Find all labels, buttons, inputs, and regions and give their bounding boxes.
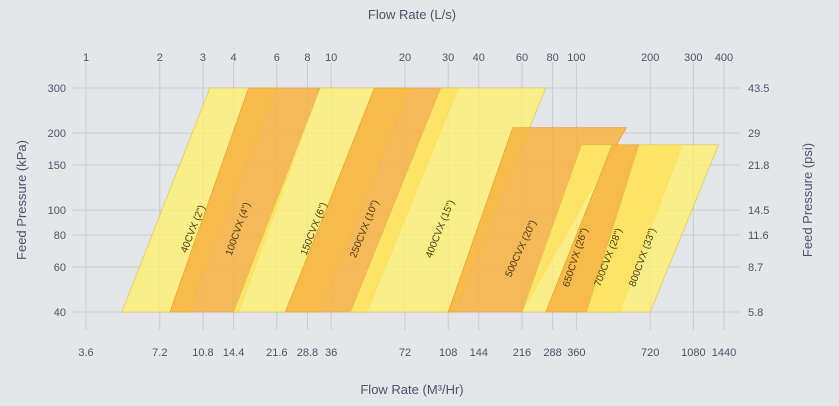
left-tick-5: 200 — [48, 128, 66, 140]
top-tick-10: 60 — [516, 52, 528, 64]
bottom-tick-15: 1440 — [712, 347, 736, 359]
tick-labels: 1 2 3 4 6 8 10 20 30 40 60 80 100 200 300 400 3.6 7.2 10.8… — [48, 52, 770, 359]
right-tick-1: 8.7 — [748, 262, 763, 274]
left-tick-4: 150 — [48, 160, 66, 172]
bottom-axis-title: Flow Rate (M³/Hr) — [360, 382, 463, 397]
top-tick-15: 400 — [715, 52, 733, 64]
top-tick-3: 4 — [231, 52, 237, 64]
band-8 — [586, 144, 719, 313]
right-axis-title: Feed Pressure (psi) — [800, 143, 815, 257]
bottom-tick-0: 3.6 — [78, 347, 93, 359]
bottom-tick-7: 72 — [399, 347, 411, 359]
right-tick-2: 11.6 — [748, 230, 769, 242]
top-tick-8: 30 — [442, 52, 454, 64]
right-tick-4: 21.8 — [748, 160, 769, 172]
top-axis-title: Flow Rate (L/s) — [368, 7, 456, 22]
left-tick-2: 80 — [54, 230, 66, 242]
bottom-tick-8: 108 — [439, 347, 457, 359]
top-tick-6: 10 — [325, 52, 337, 64]
bottom-tick-2: 10.8 — [192, 347, 213, 359]
bottom-tick-12: 360 — [567, 347, 585, 359]
bottom-tick-9: 144 — [470, 347, 488, 359]
left-tick-3: 100 — [48, 205, 66, 217]
bottom-tick-3: 14.4 — [223, 347, 244, 359]
top-tick-13: 200 — [641, 52, 659, 64]
band-4 — [350, 87, 547, 313]
top-tick-5: 8 — [304, 52, 310, 64]
bottom-tick-6: 36 — [325, 347, 337, 359]
bottom-tick-14: 1080 — [681, 347, 705, 359]
bottom-tick-4: 21.6 — [266, 347, 287, 359]
right-tick-3: 14.5 — [748, 205, 769, 217]
top-tick-2: 3 — [200, 52, 206, 64]
top-tick-7: 20 — [399, 52, 411, 64]
left-tick-0: 40 — [54, 307, 66, 319]
left-axis-title: Feed Pressure (kPa) — [14, 140, 29, 260]
right-tick-6: 43.5 — [748, 83, 769, 95]
top-tick-1: 2 — [157, 52, 163, 64]
top-tick-11: 80 — [546, 52, 558, 64]
top-tick-9: 40 — [473, 52, 485, 64]
left-tick-1: 60 — [54, 262, 66, 274]
top-tick-12: 100 — [567, 52, 585, 64]
right-tick-0: 5.8 — [748, 307, 763, 319]
top-tick-14: 300 — [684, 52, 702, 64]
right-tick-5: 29 — [748, 128, 760, 140]
top-tick-0: 1 — [83, 52, 89, 64]
left-tick-6: 300 — [48, 83, 66, 95]
bottom-tick-11: 288 — [543, 347, 561, 359]
bands — [121, 87, 719, 313]
top-tick-4: 6 — [274, 52, 280, 64]
bottom-tick-10: 216 — [513, 347, 531, 359]
bottom-tick-1: 7.2 — [152, 347, 167, 359]
bottom-tick-13: 720 — [641, 347, 659, 359]
bottom-tick-5: 28.8 — [297, 347, 318, 359]
